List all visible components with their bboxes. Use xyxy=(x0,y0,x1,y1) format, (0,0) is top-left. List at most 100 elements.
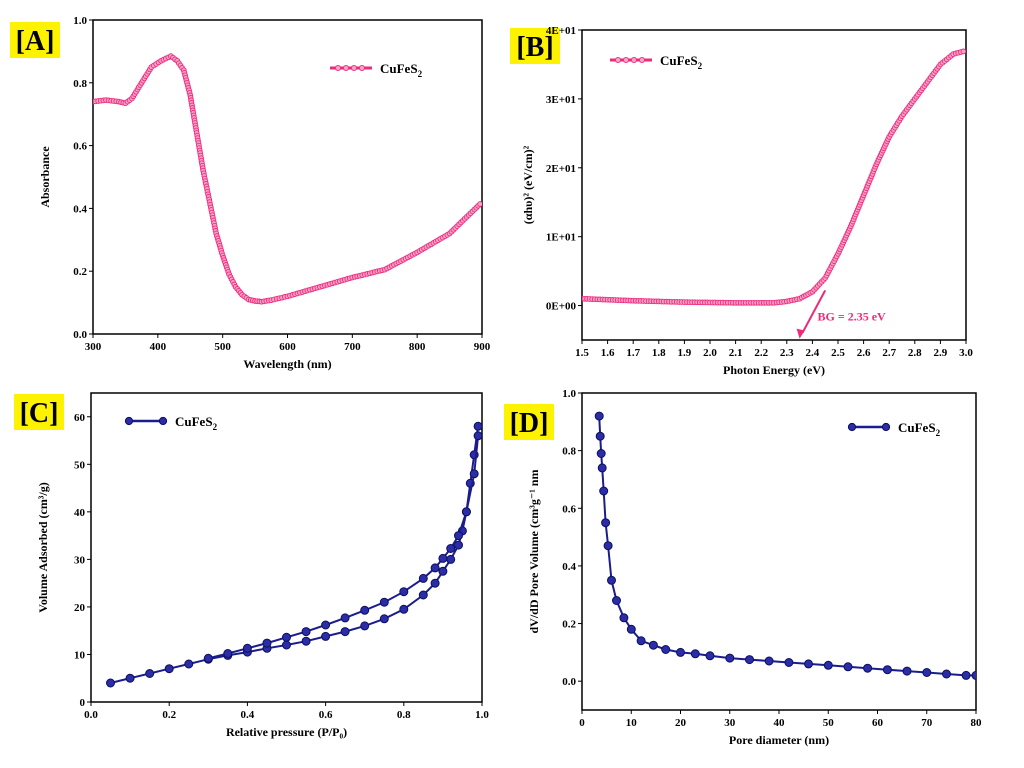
legend-label: CuFeS2 xyxy=(898,420,941,438)
data-point xyxy=(690,649,700,659)
data-point xyxy=(661,645,671,654)
data-point xyxy=(418,590,428,600)
legend-marker xyxy=(334,64,342,72)
data-point xyxy=(473,421,482,431)
y-tick-label: 0.2 xyxy=(73,266,87,278)
x-tick-label: 2.8 xyxy=(908,347,922,359)
data-point xyxy=(882,665,892,675)
data-point xyxy=(454,531,463,541)
y-tick-label: 50 xyxy=(74,459,86,471)
x-tick-label: 1.5 xyxy=(575,347,589,359)
plot-area xyxy=(106,421,482,688)
series-line xyxy=(582,49,966,305)
y-tick-label: 30 xyxy=(74,554,86,566)
data-point xyxy=(469,469,479,479)
x-tick-label: 1.6 xyxy=(601,347,615,359)
y-tick-label: 60 xyxy=(74,412,86,424)
y-tick-label: 0.6 xyxy=(562,503,576,515)
data-point xyxy=(145,669,155,678)
x-tick-label: 2.5 xyxy=(831,347,845,359)
x-tick-label: 10 xyxy=(626,717,638,729)
plot-frame xyxy=(90,392,483,703)
y-axis-label: (αhυ)² (eV/cm)² xyxy=(521,145,535,224)
legend-marker xyxy=(158,416,168,426)
series-line xyxy=(208,435,480,660)
x-tick-label: 0 xyxy=(579,717,585,729)
x-tick-label: 0.8 xyxy=(397,709,411,721)
data-point xyxy=(360,605,370,615)
legend-marker xyxy=(638,56,646,64)
series-line xyxy=(93,54,482,304)
series-line xyxy=(110,426,480,684)
y-tick-label: 0 xyxy=(80,697,86,709)
y-tick-label: 2E+01 xyxy=(546,163,576,175)
legend-marker xyxy=(350,64,358,72)
data-point xyxy=(473,431,482,441)
data-point xyxy=(804,659,813,669)
data-point xyxy=(599,486,609,496)
data-point xyxy=(648,640,658,650)
panel-d: [D] 0 10 20 30 40 50 60 70 80 0.0 0.2 0.4 0.6 0.8 1.0 Po… xyxy=(504,388,982,747)
legend-marker xyxy=(881,422,891,432)
legend-marker xyxy=(630,56,638,64)
y-axis-label: Volume Adsorbed (cm³/g) xyxy=(36,482,50,613)
y-tick-label: 10 xyxy=(74,649,86,661)
x-tick-label: 700 xyxy=(344,341,361,353)
data-point xyxy=(430,563,440,573)
data-point xyxy=(164,664,174,674)
bandgap-label: BG = 2.35 eV xyxy=(818,310,887,324)
y-tick-label: 0.4 xyxy=(73,203,87,215)
x-tick-label: 1.7 xyxy=(626,347,640,359)
data-point xyxy=(379,597,389,607)
y-tick-label: 0.6 xyxy=(73,141,87,153)
y-tick-label: 3E+01 xyxy=(546,94,576,106)
data-point xyxy=(360,621,370,631)
legend-marker xyxy=(847,422,857,432)
legend-marker xyxy=(124,416,134,426)
x-tick-label: 20 xyxy=(675,717,687,729)
data-point xyxy=(438,553,448,563)
x-tick-label: 0.6 xyxy=(319,709,333,721)
data-point xyxy=(477,201,482,207)
x-tick-label: 800 xyxy=(409,341,426,353)
x-tick-label: 1.0 xyxy=(475,709,489,721)
data-point xyxy=(942,669,951,679)
x-tick-label: 30 xyxy=(724,717,736,729)
x-tick-label: 900 xyxy=(474,341,491,353)
data-point xyxy=(619,613,629,623)
panel-tag-bg xyxy=(510,28,560,64)
x-tick-label: 400 xyxy=(150,341,167,353)
x-tick-label: 40 xyxy=(774,717,786,729)
y-tick-label: 0E+00 xyxy=(546,301,577,313)
data-point xyxy=(418,573,428,583)
x-tick-label: 0.0 xyxy=(84,709,98,721)
data-point xyxy=(438,566,448,576)
data-point xyxy=(601,518,611,528)
x-tick-label: 1.8 xyxy=(652,347,666,359)
panel-tag-bg xyxy=(10,22,60,58)
panel-b: [B] 1.5 1.6 1.7 1.8 1.9 2.0 2.1 2.2 2.3 2.4 2.5 2.6 2… xyxy=(510,25,973,377)
data-point xyxy=(399,587,409,597)
y-tick-label: 0.0 xyxy=(73,329,87,341)
y-tick-label: 0.4 xyxy=(562,561,576,573)
data-point xyxy=(446,544,456,553)
data-point xyxy=(612,596,621,605)
data-point xyxy=(446,554,456,564)
y-tick-label: 0.8 xyxy=(73,78,87,90)
x-tick-label: 3.0 xyxy=(959,347,973,359)
legend-label: CuFeS2 xyxy=(380,61,423,79)
data-point xyxy=(784,658,794,667)
data-point xyxy=(595,431,605,441)
data-point xyxy=(223,649,233,658)
x-tick-label: 2.6 xyxy=(857,347,871,359)
data-point xyxy=(636,636,646,646)
x-tick-label: 0.2 xyxy=(162,709,176,721)
data-point xyxy=(379,614,389,624)
x-tick-label: 80 xyxy=(971,717,983,729)
data-point xyxy=(603,541,613,551)
data-point xyxy=(745,655,754,665)
x-tick-label: 2.0 xyxy=(703,347,717,359)
x-tick-label: 1.9 xyxy=(678,347,692,359)
data-point xyxy=(597,463,607,473)
